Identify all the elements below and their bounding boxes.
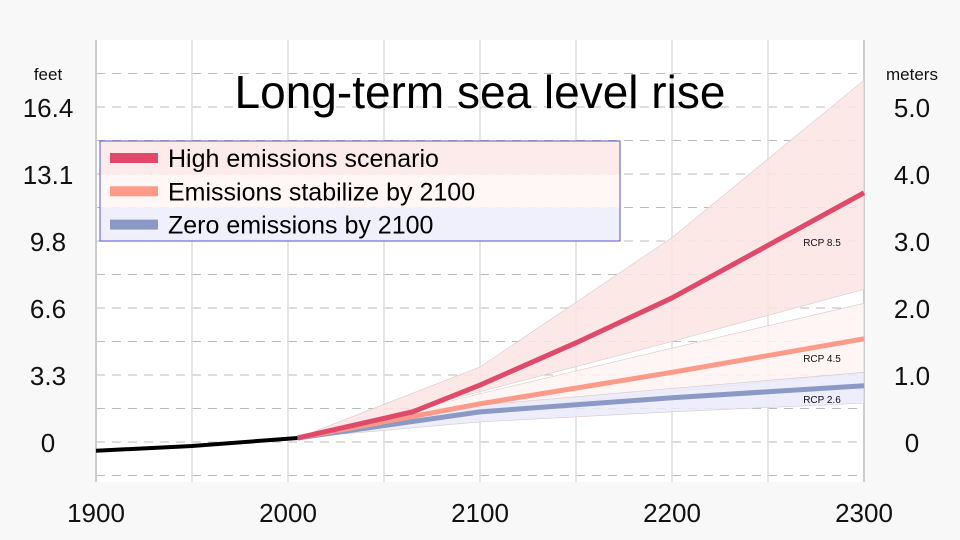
legend: High emissions scenario Emissions stabili…	[99, 140, 621, 242]
y-tick-meters: 2.0	[894, 294, 930, 324]
y-tick-feet: 3.3	[30, 361, 66, 391]
legend-row-bg	[100, 174, 620, 208]
line-rcp-8-5	[297, 190, 866, 441]
historical-line	[95, 435, 298, 453]
legend-label: High emissions scenario	[168, 145, 439, 173]
line-rcp-2-6	[297, 383, 865, 441]
x-tick-label: 2200	[643, 498, 701, 528]
x-tick-label: 2000	[259, 498, 317, 528]
y-tick-meters: 4.0	[894, 160, 930, 190]
legend-row-bg	[100, 207, 620, 241]
legend-label: Emissions stabilize by 2100	[168, 178, 475, 206]
x-tick-label: 2100	[451, 498, 509, 528]
series-label: RCP 4.5	[803, 354, 841, 365]
band-rcp-8-5	[297, 79, 865, 439]
y-tick-meters: 5.0	[894, 93, 930, 123]
x-tick-label: 2300	[835, 498, 893, 528]
legend-swatch	[110, 219, 158, 230]
legend-label: Zero emissions by 2100	[168, 212, 433, 240]
y-tick-meters: 3.0	[894, 227, 930, 257]
series-label: RCP 2.6	[803, 395, 841, 406]
y-tick-feet: 6.6	[30, 294, 66, 324]
legend-swatch	[110, 186, 158, 197]
y-tick-feet: 16.4	[23, 93, 74, 123]
series-lines	[95, 190, 866, 453]
series-labels: RCP 8.5 RCP 4.5 RCP 2.6	[803, 238, 841, 406]
y-tick-feet: 9.8	[30, 227, 66, 257]
line-rcp-4-5	[297, 336, 865, 441]
y-tick-feet: 0	[41, 428, 55, 458]
y-tick-meters: 0	[905, 428, 919, 458]
right-axis-unit: meters	[886, 65, 938, 84]
legend-swatch	[110, 153, 158, 163]
chart-title: Long-term sea level rise	[235, 66, 726, 118]
left-axis-unit: feet	[34, 65, 63, 84]
legend-row-bg	[100, 141, 620, 175]
series-label: RCP 8.5	[803, 238, 841, 249]
y-tick-meters: 1.0	[894, 361, 930, 391]
axis-ticks: 1900 2000 2100 2200 2300 0 0 3.3 1.0 6.6 2.0 9.8 3.0…	[23, 93, 930, 528]
y-tick-feet: 13.1	[23, 160, 74, 190]
legend-border	[99, 140, 621, 242]
x-tick-label: 1900	[67, 498, 125, 528]
